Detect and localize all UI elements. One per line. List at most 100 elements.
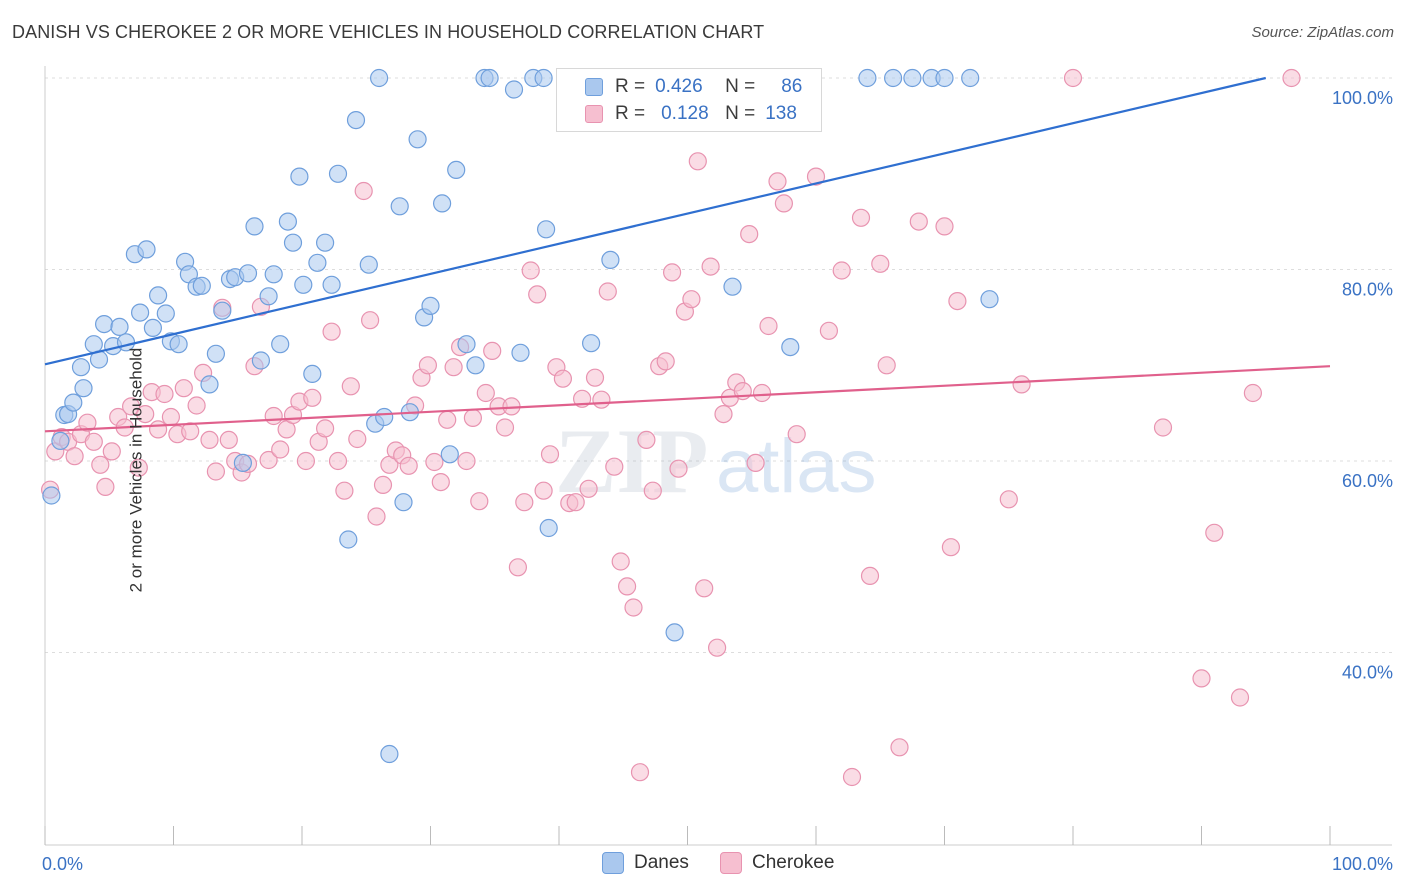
cherokee-point: [1205, 523, 1224, 542]
cherokee-point: [909, 212, 928, 231]
cherokee-point: [444, 358, 463, 377]
legend-n-label: N =: [725, 103, 756, 124]
danes-point: [601, 250, 620, 269]
cherokee-point: [746, 453, 765, 472]
cherokee-point: [598, 282, 617, 301]
cherokee-point: [206, 462, 225, 481]
cherokee-point: [508, 558, 528, 577]
danes-point: [94, 315, 114, 334]
cherokee-point: [399, 456, 418, 475]
danes-point: [322, 275, 341, 294]
cherokee-point: [367, 507, 386, 526]
danes-point: [511, 343, 530, 362]
cherokee-point: [860, 566, 880, 586]
y-tick-label: 40.0%: [1342, 663, 1393, 683]
danes-point: [71, 358, 91, 377]
legend-r-label: R =: [615, 76, 646, 97]
cherokee-point: [136, 405, 155, 424]
danes-legend-label: Danes: [634, 852, 689, 873]
danes-point: [213, 301, 232, 320]
y-tick-label: 80.0%: [1342, 280, 1393, 300]
cherokee-point: [528, 285, 547, 304]
cherokee-point: [752, 383, 772, 403]
cherokee-point: [303, 388, 322, 407]
cherokee-point: [438, 410, 457, 429]
cherokee-point: [768, 172, 787, 191]
danes-point: [137, 240, 156, 259]
cherokee-point: [354, 181, 373, 201]
danes-point: [308, 253, 327, 272]
cherokee-point: [630, 763, 650, 782]
legend-row-cherokee: R = 0.128 N = 138: [557, 101, 797, 127]
cherokee-point: [935, 217, 954, 236]
cherokee-point: [534, 481, 553, 500]
cherokee-trend-line: [44, 365, 1331, 433]
cherokee-point: [592, 390, 611, 409]
cherokee-point: [418, 356, 437, 375]
danes-point: [421, 296, 440, 315]
danes-points: [42, 68, 999, 764]
cherokee-point: [624, 598, 643, 617]
danes-point: [316, 233, 335, 252]
cherokee-point: [425, 452, 444, 472]
danes-point: [51, 431, 70, 450]
cherokee-point: [483, 341, 502, 360]
cherokee-point: [84, 432, 103, 451]
cherokee-point: [373, 475, 393, 494]
cherokee-point: [1192, 669, 1211, 688]
tick-labels: 100.0% 80.0% 60.0% 40.0% 0.0% 100.0%: [42, 88, 1393, 874]
cherokee-point: [774, 194, 794, 213]
cherokee-point: [515, 493, 534, 512]
cherokee-point: [579, 479, 598, 498]
danes-point: [581, 334, 601, 353]
danes-point: [346, 110, 366, 130]
danes-point: [433, 194, 452, 213]
danes-point: [294, 275, 313, 294]
legend-r-label: R =: [615, 103, 646, 124]
danes-point: [84, 335, 103, 354]
danes-point: [504, 80, 524, 99]
danes-point: [723, 277, 742, 296]
cherokee-point: [431, 473, 450, 492]
cherokee-point: [322, 322, 341, 341]
cherokee-point: [296, 451, 315, 471]
cherokee-legend-swatch: [720, 852, 742, 874]
danes-point: [935, 68, 954, 88]
danes-point: [143, 318, 162, 337]
danes-swatch: [585, 78, 603, 96]
cherokee-point: [348, 429, 367, 449]
cherokee-point: [688, 152, 707, 171]
cherokee-point: [470, 492, 489, 511]
cherokee-point: [155, 384, 174, 404]
cherokee-point: [1282, 68, 1301, 88]
danes-point: [359, 255, 378, 274]
cherokee-point: [819, 321, 839, 340]
danes-point: [447, 160, 466, 179]
danes-point: [536, 220, 556, 239]
cherokee-point: [174, 379, 193, 398]
cherokee-point: [200, 430, 219, 449]
danes-point: [408, 130, 427, 149]
cherokee-point: [871, 254, 890, 273]
danes-point: [206, 344, 225, 363]
danes-point: [457, 335, 476, 354]
danes-point: [233, 453, 252, 472]
danes-point: [480, 68, 499, 88]
cherokee-n-value: 138: [765, 103, 797, 124]
cherokee-point: [361, 311, 380, 330]
bottom-legend-danes: Danes: [602, 852, 689, 874]
cherokee-point: [457, 451, 476, 471]
cherokee-point: [476, 383, 495, 403]
cherokee-point: [219, 430, 238, 449]
cherokee-point: [787, 425, 806, 444]
danes-point: [278, 212, 297, 231]
danes-point: [251, 351, 270, 370]
danes-point: [259, 287, 278, 306]
cherokee-point: [91, 455, 110, 474]
danes-point: [64, 393, 83, 412]
legend-n-label: N =: [725, 76, 756, 97]
axes: [44, 66, 1392, 846]
cherokee-point: [643, 481, 662, 500]
danes-point: [238, 264, 258, 283]
